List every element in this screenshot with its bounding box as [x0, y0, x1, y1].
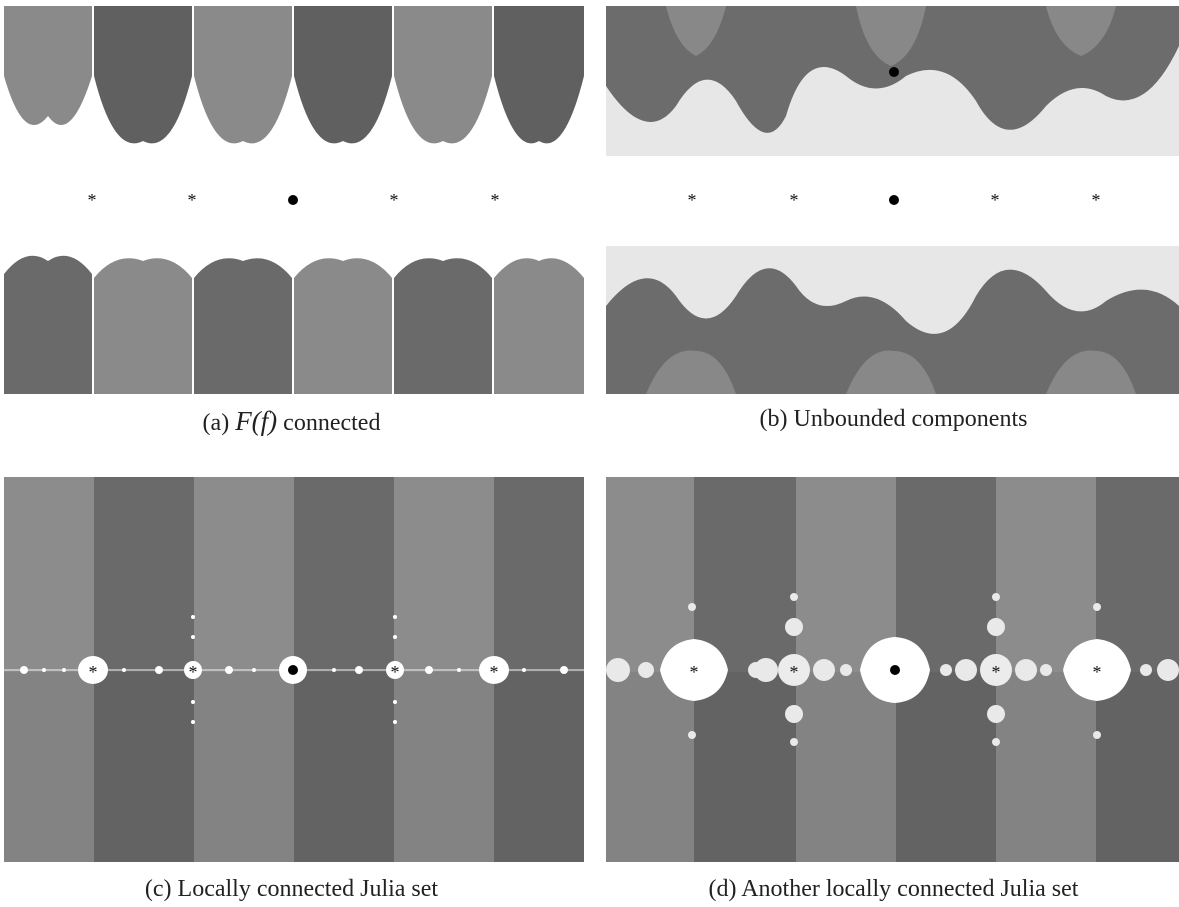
panel-b-figure: * * * * — [606, 6, 1179, 394]
star-marker: * — [188, 190, 197, 210]
critical-points-row: * * * * — [688, 190, 1101, 210]
star-marker: * — [991, 190, 1000, 210]
star-marker: * — [391, 662, 400, 682]
bottom-fractal-row — [4, 255, 584, 394]
star-marker: * — [690, 662, 699, 682]
caption-b: (b) Unbounded components — [759, 406, 1028, 432]
fatou-components — [660, 637, 1131, 703]
panel-a-figure: * * * * — [4, 6, 584, 394]
caption-d: (d) Another locally connected Julia set — [708, 876, 1079, 902]
star-marker: * — [89, 662, 98, 682]
star-marker: * — [491, 190, 500, 210]
star-marker: * — [790, 190, 799, 210]
top-fractal-row — [4, 6, 584, 144]
top-fractal-band — [606, 6, 1179, 156]
critical-points-row: * * * * — [690, 662, 1102, 682]
critical-points-row: * * * * — [88, 190, 500, 210]
panel-c-figure: * * * * — [4, 477, 584, 862]
origin-dot — [288, 665, 298, 675]
star-marker: * — [390, 190, 399, 210]
critical-points-row: * * * * — [89, 662, 499, 682]
star-marker: * — [790, 662, 799, 682]
origin-dot — [288, 195, 298, 205]
star-marker: * — [88, 190, 97, 210]
star-marker: * — [992, 662, 1001, 682]
origin-dot — [889, 195, 899, 205]
caption-c: (c) Locally connected Julia set — [144, 876, 439, 902]
bottom-fractal-band — [606, 246, 1179, 394]
star-marker: * — [1092, 190, 1101, 210]
caption-a: (a) F(f) connected — [202, 406, 381, 436]
julia-axis-beads — [606, 593, 1179, 746]
origin-dot — [889, 67, 899, 77]
star-marker: * — [1093, 662, 1102, 682]
fatou-components — [78, 656, 509, 684]
star-marker: * — [490, 662, 499, 682]
panel-d-figure: * * * * — [606, 477, 1179, 862]
star-marker: * — [688, 190, 697, 210]
star-marker: * — [189, 662, 198, 682]
origin-dot — [890, 665, 900, 675]
